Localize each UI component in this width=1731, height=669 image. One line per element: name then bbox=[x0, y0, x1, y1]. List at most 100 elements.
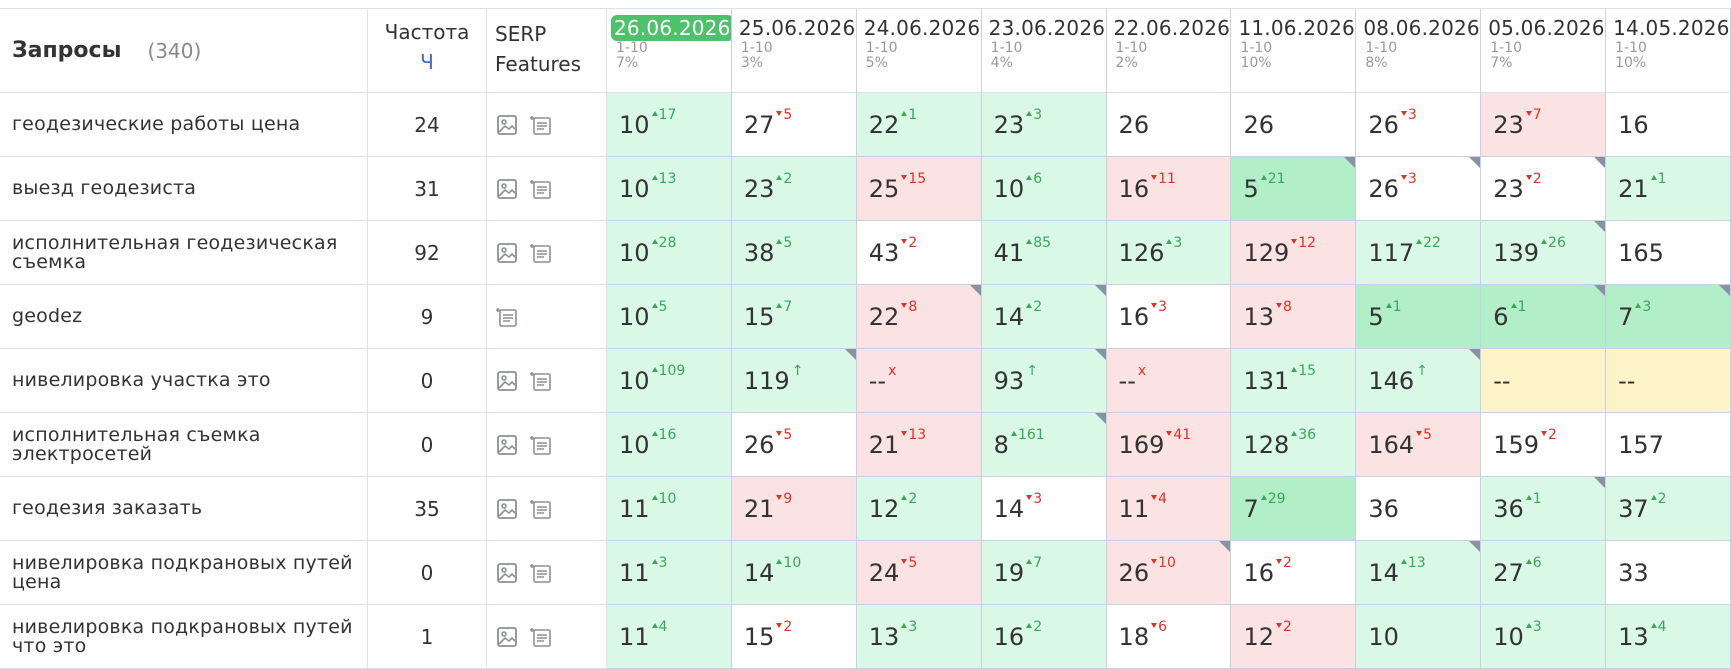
position-cell: 15 2 bbox=[731, 605, 857, 669]
frequency: 92 bbox=[368, 221, 487, 285]
position-cell: 10 109 bbox=[607, 349, 732, 413]
position-change: 36 bbox=[1291, 427, 1316, 443]
position-change: 7 bbox=[1526, 107, 1542, 123]
position: 14 bbox=[1368, 558, 1399, 587]
position-change: 2 bbox=[901, 235, 917, 251]
date-header: 22.06.2026 1-10 2% bbox=[1106, 9, 1232, 93]
position: 21 bbox=[1618, 174, 1649, 203]
position: 16 bbox=[1618, 110, 1649, 139]
corner-marker bbox=[969, 285, 981, 296]
frequency: 35 bbox=[368, 477, 487, 541]
position-cell: 14 2 bbox=[981, 285, 1107, 349]
frequency-label: Частота bbox=[384, 20, 470, 44]
position-cell: -- x bbox=[856, 349, 982, 413]
image-icon bbox=[497, 114, 517, 135]
position-change: 10 bbox=[652, 491, 677, 507]
frequency: 0 bbox=[368, 413, 487, 477]
frequency: 0 bbox=[368, 349, 487, 413]
position-change: 10 bbox=[776, 555, 801, 571]
top-share: 7% bbox=[616, 55, 639, 71]
serp-features bbox=[487, 349, 607, 413]
image-icon bbox=[497, 370, 517, 391]
position: 5 bbox=[1243, 174, 1259, 203]
top-range: 1-10 bbox=[1115, 40, 1148, 56]
position: 26 bbox=[743, 430, 775, 459]
position-change: 11 bbox=[1151, 171, 1176, 187]
position-cell: 129 12 bbox=[1231, 221, 1357, 285]
position-change: 13 bbox=[652, 171, 677, 187]
position: 16 bbox=[1118, 302, 1150, 331]
position: -- bbox=[1493, 366, 1511, 395]
position-cell: 22 1 bbox=[856, 93, 982, 157]
position: -- bbox=[1118, 366, 1136, 395]
position-change: 22 bbox=[1416, 235, 1441, 251]
position-change: 13 bbox=[901, 427, 926, 443]
position-change: 3 bbox=[1401, 171, 1417, 187]
position-cell: 157 bbox=[1606, 413, 1731, 477]
position-cell: 12 2 bbox=[1231, 605, 1357, 669]
position-change: ↑ bbox=[1416, 363, 1428, 379]
image-icon bbox=[497, 498, 517, 519]
position-change: 1 bbox=[1526, 491, 1542, 507]
position-cell: 8 161 bbox=[981, 413, 1107, 477]
position-cell: 10 3 bbox=[1481, 605, 1607, 669]
serp-table: Запросы (340) Частота Ч SERP Features 26.06.2… bbox=[0, 8, 1731, 669]
position-change: 5 bbox=[901, 555, 917, 571]
position-cell: 119 ↑ bbox=[731, 349, 857, 413]
query: выезд геодезиста bbox=[0, 157, 368, 221]
date: 25.06.2026 bbox=[738, 16, 856, 40]
frequency: 24 bbox=[368, 93, 487, 157]
position: 33 bbox=[1618, 558, 1649, 587]
position-cell: 23 3 bbox=[981, 93, 1107, 157]
position-change: 2 bbox=[1276, 555, 1292, 571]
position-cell: 23 2 bbox=[731, 157, 857, 221]
top-share: 10% bbox=[1240, 55, 1272, 71]
position: 37 bbox=[1618, 494, 1649, 523]
position: 10 bbox=[1368, 622, 1399, 651]
position: 159 bbox=[1493, 430, 1540, 459]
position: 26 bbox=[1368, 174, 1399, 203]
position-cell: 41 85 bbox=[981, 221, 1107, 285]
position-cell: 13 3 bbox=[856, 605, 982, 669]
position-change: 2 bbox=[1026, 619, 1042, 635]
position-change: x bbox=[1137, 363, 1147, 379]
position-cell: 18 6 bbox=[1106, 605, 1232, 669]
position: 6 bbox=[1493, 302, 1509, 331]
position: 169 bbox=[1118, 430, 1165, 459]
position: 13 bbox=[1618, 622, 1649, 651]
query: нивелировка участка это bbox=[0, 349, 368, 413]
position-cell: 11 3 bbox=[607, 541, 732, 605]
query: исполнительная съемка электросетей bbox=[0, 413, 368, 477]
date: 05.06.2026 bbox=[1488, 16, 1605, 40]
header-serp: SERP Features bbox=[487, 9, 607, 93]
position: 11 bbox=[1118, 494, 1150, 523]
serp-features bbox=[487, 413, 607, 477]
position-cell: 21 1 bbox=[1606, 157, 1731, 221]
serp-features bbox=[487, 221, 607, 285]
position: 93 bbox=[993, 366, 1025, 395]
position-cell: 21 9 bbox=[731, 477, 857, 541]
position: 15 bbox=[743, 302, 775, 331]
query: геодезия заказать bbox=[0, 477, 368, 541]
frequency-type[interactable]: Ч bbox=[420, 50, 434, 74]
position-cell: 13 8 bbox=[1231, 285, 1357, 349]
position: 23 bbox=[743, 174, 775, 203]
date-header: 24.06.2026 1-10 5% bbox=[856, 9, 982, 93]
corner-marker bbox=[1344, 157, 1356, 168]
position: 14 bbox=[993, 302, 1025, 331]
position-change: 3 bbox=[1526, 619, 1542, 635]
serp-features bbox=[487, 541, 607, 605]
position-change: 2 bbox=[1651, 491, 1667, 507]
position: 21 bbox=[868, 430, 900, 459]
position-change: 6 bbox=[1151, 619, 1167, 635]
position: 117 bbox=[1368, 238, 1415, 267]
image-icon bbox=[497, 562, 517, 583]
position-cell: -- bbox=[1606, 349, 1731, 413]
position: 41 bbox=[993, 238, 1025, 267]
position-cell: 93 ↑ bbox=[981, 349, 1107, 413]
corner-marker bbox=[1594, 285, 1606, 296]
position-change: 5 bbox=[1416, 427, 1432, 443]
position-change: 2 bbox=[776, 619, 792, 635]
snippet-icon bbox=[530, 627, 551, 647]
